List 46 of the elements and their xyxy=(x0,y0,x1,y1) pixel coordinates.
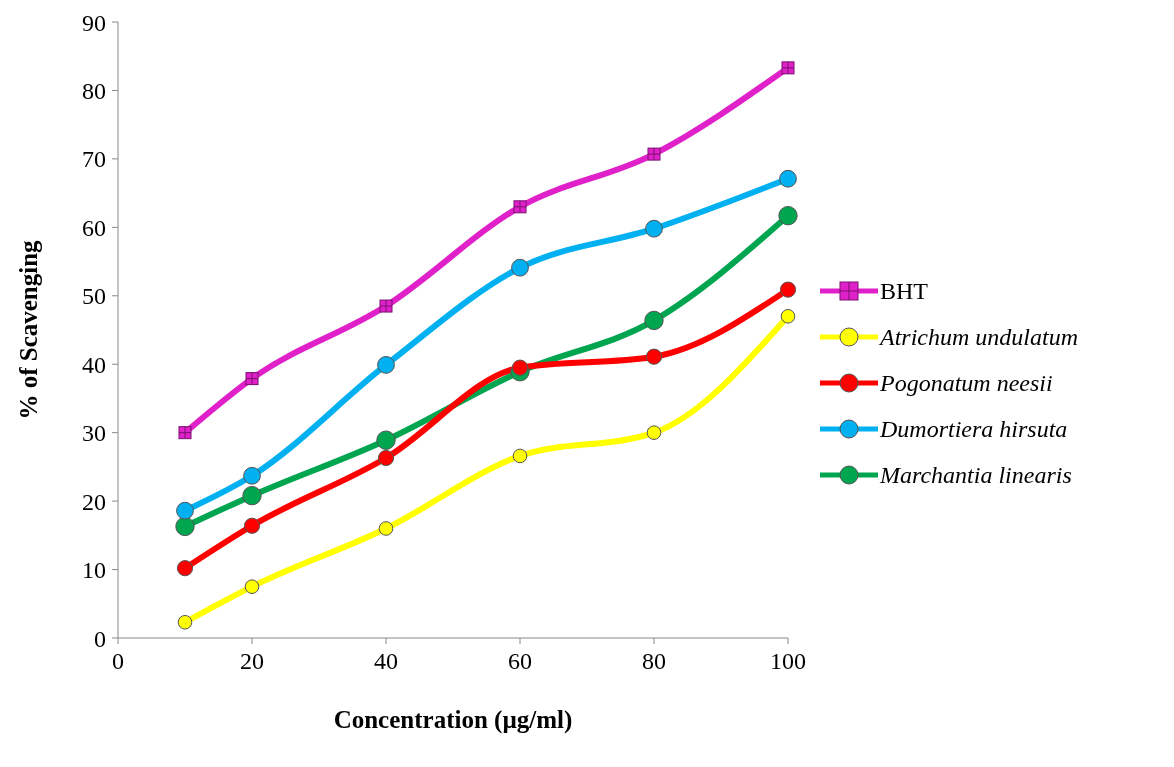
legend-label: Pogonatum neesii xyxy=(880,369,1053,397)
point xyxy=(511,359,529,376)
y-tick-label: 0 xyxy=(94,625,106,652)
y-axis-title: % of Scavenging xyxy=(14,239,42,420)
legend-label: Dumortiera hirsuta xyxy=(880,415,1068,443)
point xyxy=(646,425,662,440)
y-tick-label: 70 xyxy=(82,146,106,173)
point xyxy=(378,521,394,536)
point xyxy=(176,560,194,577)
point xyxy=(376,430,396,450)
y-tick-label: 80 xyxy=(82,77,106,104)
x-tick-label: 40 xyxy=(374,648,398,675)
point xyxy=(511,258,529,277)
legend-label: BHT xyxy=(880,277,928,305)
y-tick-label: 30 xyxy=(82,420,106,447)
x-tick-label: 100 xyxy=(770,648,806,675)
point xyxy=(780,309,796,324)
point xyxy=(176,501,194,520)
y-tick-label: 40 xyxy=(82,351,106,378)
point xyxy=(243,517,261,534)
point xyxy=(244,579,260,594)
point xyxy=(779,169,797,188)
point xyxy=(645,219,663,238)
point xyxy=(645,348,663,365)
point xyxy=(377,356,395,374)
point xyxy=(779,281,797,298)
point xyxy=(377,449,395,467)
y-tick-label: 10 xyxy=(82,557,106,584)
x-tick-label: 80 xyxy=(642,648,666,675)
point xyxy=(778,206,798,226)
point xyxy=(644,310,664,331)
legend-label: Marchantia linearis xyxy=(880,461,1072,489)
y-tick-label: 90 xyxy=(82,9,106,36)
point xyxy=(242,485,262,506)
y-tick-label: 50 xyxy=(82,283,106,310)
y-tick-label: 20 xyxy=(82,488,106,515)
point xyxy=(177,614,193,630)
x-tick-label: 60 xyxy=(508,648,532,675)
y-tick-label: 60 xyxy=(82,214,106,241)
point xyxy=(512,448,528,464)
point xyxy=(175,516,195,537)
legend-label: Atrichum undulatum xyxy=(880,323,1078,351)
x-tick-label: 0 xyxy=(112,648,124,675)
point xyxy=(243,466,261,485)
x-tick-label: 20 xyxy=(240,648,264,675)
x-axis-title: Concentration (µg/ml) xyxy=(333,706,573,734)
